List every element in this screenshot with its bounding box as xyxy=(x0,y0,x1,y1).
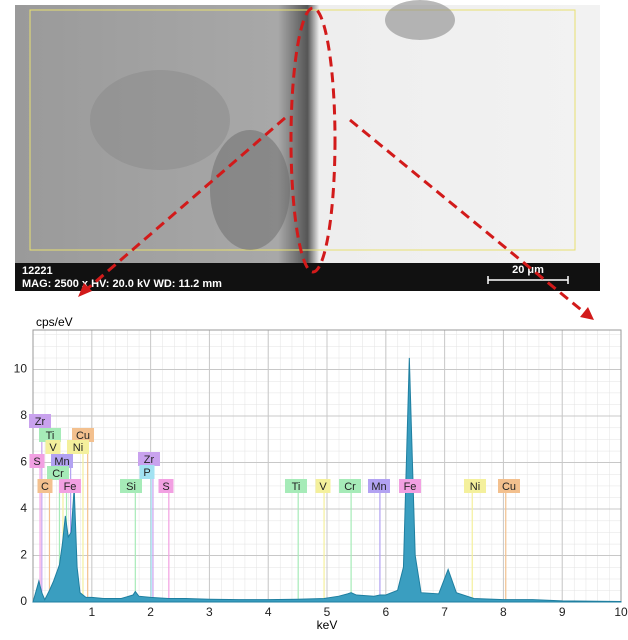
element-label: Ti xyxy=(292,481,301,493)
x-tick-label: 9 xyxy=(559,605,566,619)
element-label: S xyxy=(33,456,40,468)
element-label: V xyxy=(319,481,327,493)
x-tick-label: 2 xyxy=(147,605,154,619)
sample-id: 12221 xyxy=(22,265,53,277)
x-tick-label: 1 xyxy=(88,605,95,619)
y-tick-label: 4 xyxy=(20,501,27,515)
y-tick-label: 2 xyxy=(20,548,27,562)
arrow-head xyxy=(580,307,594,320)
y-tick-label: 6 xyxy=(20,455,27,469)
y-tick-label: 10 xyxy=(14,362,28,376)
element-label: Cr xyxy=(344,481,356,493)
texture xyxy=(210,130,290,250)
element-label: P xyxy=(143,467,150,479)
element-label: Fe xyxy=(404,481,417,493)
x-tick-label: 6 xyxy=(382,605,389,619)
sem-image: 12221 MAG: 2500 x HV: 20.0 kV WD: 11.2 m… xyxy=(15,0,600,320)
element-label: V xyxy=(49,442,57,454)
sem-info: MAG: 2500 x HV: 20.0 kV WD: 11.2 mm xyxy=(22,278,222,290)
texture xyxy=(90,70,230,170)
x-tick-label: 3 xyxy=(206,605,213,619)
x-tick-label: 4 xyxy=(265,605,272,619)
x-tick-label: 5 xyxy=(324,605,331,619)
element-label: Mn xyxy=(371,481,386,493)
figure: 12221 MAG: 2500 x HV: 20.0 kV WD: 11.2 m… xyxy=(0,0,628,635)
element-label: Cr xyxy=(52,468,64,480)
y-tick-label: 0 xyxy=(20,594,27,608)
x-tick-label: 10 xyxy=(614,605,628,619)
element-label: C xyxy=(41,481,49,493)
texture xyxy=(385,0,455,40)
x-tick-label: 8 xyxy=(500,605,507,619)
y-axis-label: cps/eV xyxy=(36,315,73,329)
element-label: Cu xyxy=(502,481,516,493)
element-label: Si xyxy=(126,481,136,493)
element-label: Ni xyxy=(73,442,83,454)
x-axis-label: keV xyxy=(317,618,338,632)
element-label: Fe xyxy=(64,481,77,493)
element-label: S xyxy=(162,481,169,493)
element-label: Zr xyxy=(144,454,155,466)
y-tick-label: 8 xyxy=(20,408,27,422)
x-tick-label: 7 xyxy=(441,605,448,619)
element-label: Zr xyxy=(35,416,46,428)
element-label: Ni xyxy=(470,481,480,493)
